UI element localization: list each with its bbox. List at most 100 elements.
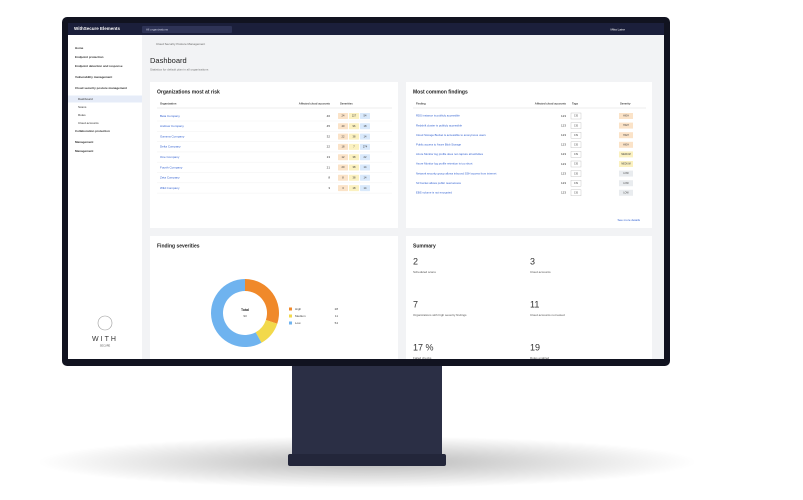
summary-value: 17 % xyxy=(413,342,434,352)
stand-base xyxy=(288,454,446,466)
summary-label: Cloud accounts not tested xyxy=(530,313,565,317)
card-title: Most common findings xyxy=(413,89,468,95)
summary-value: 11 xyxy=(530,299,539,309)
severity-badge xyxy=(619,122,633,129)
severity-badge xyxy=(349,143,359,150)
tag-text: CIS xyxy=(574,191,579,194)
severity-badge xyxy=(360,174,370,181)
severity-count: 8 xyxy=(342,175,344,179)
finding-link[interactable]: S3 bucket allows public read access xyxy=(416,181,462,185)
tag-text: CIS xyxy=(574,163,579,166)
card-title: Finding severities xyxy=(157,243,200,249)
organization-link[interactable]: Zeta Company xyxy=(160,176,180,180)
summary-label: Scheduled scans xyxy=(413,270,436,274)
finding-link[interactable]: RDS instance is publicly accessible xyxy=(416,114,460,118)
column-header: Affected cloud accounts xyxy=(299,102,331,106)
organization-link[interactable]: Gamma Company xyxy=(160,134,185,138)
column-header: Severity xyxy=(620,102,631,106)
finding-link[interactable]: Network security group allows inbound SS… xyxy=(416,171,497,175)
finding-link[interactable]: Cloud Storage Bucket is accessible to an… xyxy=(416,133,486,137)
severity-count: 12 xyxy=(342,155,345,159)
nav-item[interactable]: Endpoint detection and response xyxy=(75,64,123,68)
tag xyxy=(570,151,582,158)
severity-count: 18 xyxy=(353,186,356,190)
see-more-link[interactable]: See more details xyxy=(617,218,640,222)
nav-item[interactable]: Cloud security posture management xyxy=(75,86,127,90)
severity-badge xyxy=(360,143,370,150)
cell: 13 xyxy=(327,155,331,159)
summary-label: Rules enabled xyxy=(530,356,550,360)
finding-link[interactable]: Azure Monitor log profile retention is t… xyxy=(416,162,473,166)
nav-item[interactable]: Vulnerability management xyxy=(75,75,112,79)
nav-item[interactable]: Endpoint protection xyxy=(75,55,104,59)
nav-item[interactable]: Rules xyxy=(78,113,86,117)
cell: 32 xyxy=(327,134,331,138)
tag-text: CIS xyxy=(574,143,579,146)
user-name[interactable]: Mika Laine xyxy=(610,27,625,31)
cell: 123 xyxy=(561,123,566,127)
donut-label: Total xyxy=(241,308,249,312)
severity-count: 227 xyxy=(352,114,357,118)
tag-text: CIS xyxy=(574,134,579,137)
severity-count: 22 xyxy=(342,134,345,138)
severity-text: HIGH xyxy=(623,144,629,146)
tag xyxy=(570,131,582,139)
donut-segment xyxy=(211,279,262,347)
cell: 45 xyxy=(327,124,331,128)
page-title: Dashboard xyxy=(150,56,187,65)
severity-text: HIGH xyxy=(623,125,629,127)
organization-link[interactable]: Wild Company xyxy=(160,186,180,190)
page-subtitle: Statistics for default plan in all organ… xyxy=(150,67,209,71)
legend-value: 11 xyxy=(335,314,338,318)
severity-badge xyxy=(338,123,348,130)
nav-item[interactable]: Collaboration protection xyxy=(75,129,110,133)
severity-text: HIGH xyxy=(623,135,629,137)
card xyxy=(406,236,652,359)
nav-item[interactable]: Management xyxy=(75,149,93,153)
search-box[interactable] xyxy=(142,26,232,33)
finding-link[interactable]: Public access to Azure Blob Storage xyxy=(416,143,462,147)
severity-badge xyxy=(349,133,359,140)
donut-value: 93 xyxy=(243,314,247,318)
severity-badge xyxy=(349,164,359,171)
organization-link[interactable]: Fourth Company xyxy=(160,165,183,169)
severity-badge xyxy=(338,143,348,150)
severity-count: 14 xyxy=(364,165,367,169)
organization-link[interactable]: Delta Company xyxy=(160,145,181,149)
column-header: Affected cloud accounts xyxy=(535,102,567,106)
severity-badge xyxy=(360,113,370,119)
severity-text: LOW xyxy=(623,192,629,194)
cell: 123 xyxy=(561,114,566,118)
search-text[interactable]: All organizations xyxy=(146,27,169,31)
nav-item[interactable]: Cloud accounts xyxy=(78,121,99,125)
tag-text: CIS xyxy=(574,115,579,118)
severity-badge xyxy=(349,174,359,181)
severity-badge xyxy=(619,180,633,187)
tag-text: CIS xyxy=(574,153,579,156)
severity-badge xyxy=(360,164,370,171)
finding-link[interactable]: Azure Monitor log profile does not captu… xyxy=(416,152,484,156)
nav-item[interactable]: Home xyxy=(75,46,84,50)
cell: 8 xyxy=(328,176,330,180)
breadcrumb[interactable]: Cloud Security Posture Management xyxy=(156,42,205,46)
organization-link[interactable]: Andrew Company xyxy=(160,124,184,128)
organization-link[interactable]: Beta Company xyxy=(160,114,180,118)
nav-item[interactable]: Scans xyxy=(78,105,87,109)
tag-text: CIS xyxy=(574,124,579,127)
severity-count: 38 xyxy=(353,175,356,179)
severity-count: 40 xyxy=(342,124,345,128)
nav-item[interactable]: Dashboard xyxy=(78,97,93,101)
tag xyxy=(570,189,582,197)
legend-swatch xyxy=(289,321,292,325)
logo-circle xyxy=(97,315,113,331)
organization-link[interactable]: One Company xyxy=(160,155,180,159)
tag xyxy=(570,112,582,120)
cell: 21 xyxy=(327,165,331,169)
legend-swatch xyxy=(289,307,292,311)
finding-link[interactable]: EBS volume is not encrypted xyxy=(416,191,452,195)
finding-link[interactable]: Redshift cluster is publicly accessible xyxy=(416,123,462,127)
nav-item[interactable]: Management xyxy=(75,140,93,144)
severity-badge xyxy=(349,154,359,161)
severity-badge xyxy=(338,185,348,192)
